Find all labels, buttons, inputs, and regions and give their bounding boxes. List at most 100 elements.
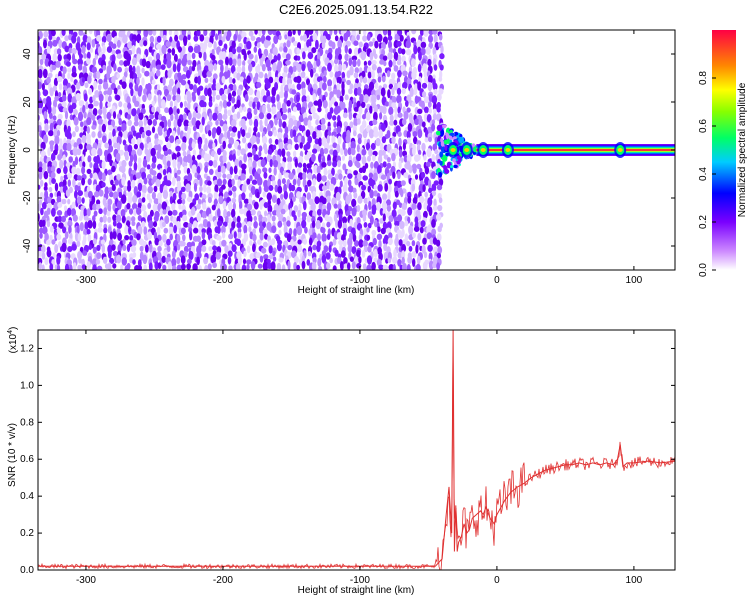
noise-cell xyxy=(343,32,349,42)
noise-cell xyxy=(320,117,326,125)
noise-cell xyxy=(172,209,178,216)
noise-cell xyxy=(252,243,256,253)
noise-cell xyxy=(308,237,313,246)
noise-cell xyxy=(321,250,327,256)
noise-cell xyxy=(48,72,53,79)
noise-cell xyxy=(48,176,52,186)
noise-cell xyxy=(325,107,329,114)
noise-cell xyxy=(141,197,146,203)
noise-cell xyxy=(49,122,54,132)
noise-cell xyxy=(196,166,201,175)
noise-cell xyxy=(219,119,225,127)
noise-cell xyxy=(394,190,399,198)
noise-cell xyxy=(316,244,321,253)
noise-cell xyxy=(101,182,106,188)
noise-cell xyxy=(122,244,127,251)
noise-cell xyxy=(415,263,421,270)
noise-cell xyxy=(268,52,273,61)
noise-cell xyxy=(102,214,107,223)
noise-cell xyxy=(96,265,103,270)
noise-cell xyxy=(83,111,87,119)
noise-cell xyxy=(223,208,228,219)
noise-cell xyxy=(262,167,268,173)
noise-cell xyxy=(72,58,78,65)
noise-cell xyxy=(368,129,375,139)
noise-cell xyxy=(164,107,170,114)
noise-cell xyxy=(241,129,246,138)
noise-cell xyxy=(293,261,297,270)
noise-cell xyxy=(329,30,333,36)
noise-cell xyxy=(203,51,207,62)
noise-cell xyxy=(316,115,320,121)
noise-cell xyxy=(347,160,353,167)
noise-cell xyxy=(182,150,187,157)
noise-cell xyxy=(404,220,409,227)
noise-cell xyxy=(191,117,197,126)
noise-cell xyxy=(68,225,72,235)
noise-cell xyxy=(298,155,303,165)
noise-cell xyxy=(80,126,84,132)
noise-cell xyxy=(382,264,389,270)
noise-cell xyxy=(263,171,268,179)
noise-cell xyxy=(235,262,241,270)
noise-cell xyxy=(83,215,89,221)
noise-cell xyxy=(77,58,83,66)
noise-cell xyxy=(57,215,63,223)
noise-cell xyxy=(121,81,127,89)
noise-cell xyxy=(82,104,86,114)
noise-cell xyxy=(413,79,419,86)
noise-cell xyxy=(80,121,84,128)
noise-cell xyxy=(165,136,169,143)
noise-cell xyxy=(336,89,342,99)
noise-cell xyxy=(91,131,96,138)
noise-cell xyxy=(249,175,253,182)
noise-cell xyxy=(228,242,233,252)
noise-cell xyxy=(353,72,359,79)
noise-cell xyxy=(71,208,76,217)
noise-cell xyxy=(303,166,307,174)
noise-cell xyxy=(83,125,88,132)
noise-cell xyxy=(228,190,233,196)
noise-cell xyxy=(141,204,147,212)
noise-cell xyxy=(208,100,213,108)
noise-cell xyxy=(387,157,391,163)
noise-cell xyxy=(267,107,272,113)
noise-cell xyxy=(426,148,432,158)
noise-cell xyxy=(50,152,56,162)
noise-cell xyxy=(261,63,266,72)
noise-cell xyxy=(262,261,269,270)
noise-cell xyxy=(131,44,136,55)
noise-cell xyxy=(151,178,155,185)
noise-cell xyxy=(301,95,307,104)
noise-cell xyxy=(43,134,49,144)
noise-cell xyxy=(277,132,283,140)
noise-cell xyxy=(400,189,404,198)
noise-cell xyxy=(297,177,301,187)
noise-cell xyxy=(141,131,145,139)
noise-cell xyxy=(433,34,438,44)
noise-cell xyxy=(414,174,419,180)
noise-cell xyxy=(162,233,167,243)
noise-cell xyxy=(294,158,298,168)
noise-cell xyxy=(253,97,259,104)
noise-cell xyxy=(344,53,350,62)
noise-cell xyxy=(185,69,191,79)
noise-cell xyxy=(221,51,227,60)
noise-cell xyxy=(394,237,400,247)
noise-cell xyxy=(133,120,139,127)
noise-cell xyxy=(86,168,92,175)
noise-cell xyxy=(172,63,177,73)
noise-cell xyxy=(248,63,253,73)
noise-cell xyxy=(211,30,216,38)
noise-cell xyxy=(98,78,103,85)
noise-cell xyxy=(56,210,63,216)
noise-cell xyxy=(198,51,202,59)
noise-cell xyxy=(138,119,144,128)
noise-cell xyxy=(348,205,353,212)
noise-cell xyxy=(172,216,177,224)
noise-cell xyxy=(161,201,168,211)
noise-cell xyxy=(336,126,342,134)
noise-cell xyxy=(118,117,122,126)
noise-cell xyxy=(288,83,292,90)
noise-cell xyxy=(253,118,259,129)
